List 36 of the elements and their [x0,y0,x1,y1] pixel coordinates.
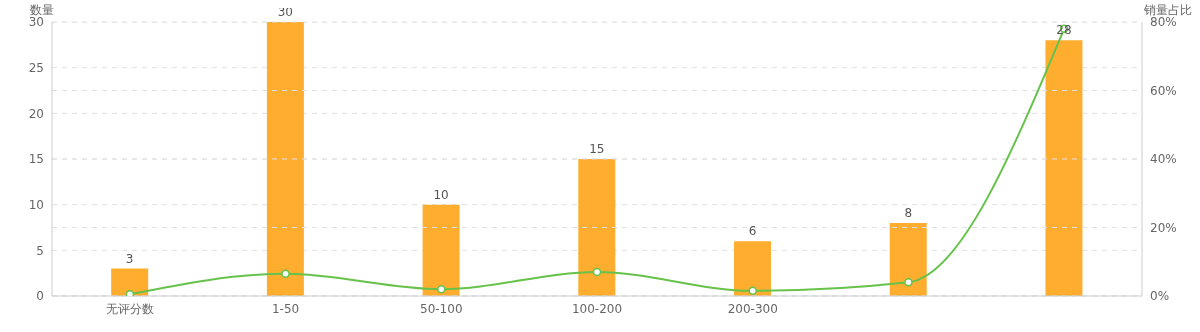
data-label: 10 [433,187,449,202]
point [281,269,290,278]
data-label: 3 [125,251,134,266]
x-tick-label: 100-200 [571,301,623,316]
bar [1045,40,1083,296]
x-tick-label: 50-100 [420,301,463,316]
y2-tick-label: 60% [1150,83,1177,98]
point [748,286,757,296]
bar [889,222,927,296]
y-tick-label: 15 [28,152,44,167]
y2-tick-label: 0% [1150,289,1170,304]
data-label: 15 [589,142,605,156]
x-tick-label: 无评分数 [105,301,154,316]
bar [578,159,616,296]
y-tick-label: 20 [28,106,44,121]
bar [266,22,304,296]
y-tick-label: 5 [36,243,44,258]
bar [422,204,460,296]
data-label: 6 [748,224,757,239]
point [437,284,446,294]
x-tick-label: 1-50 [271,301,300,316]
bar [734,241,772,296]
y2-tick-label: 20% [1150,220,1177,235]
bar [111,268,149,296]
y-tick-label: 10 [28,197,44,212]
x-tick-label: 200-300 [727,301,778,316]
point [592,267,602,277]
y2-axis-title: 销量占比 [1144,2,1192,17]
point [904,278,913,287]
y-tick-label: 30 [28,15,44,30]
y-axis-title: 数量 [30,2,54,17]
y2-tick-label: 80% [1150,15,1177,30]
y-tick-label: 25 [28,60,44,75]
data-label: 8 [904,205,913,220]
y2-tick-label: 40% [1150,152,1177,167]
y-tick-label: 0 [36,289,44,304]
